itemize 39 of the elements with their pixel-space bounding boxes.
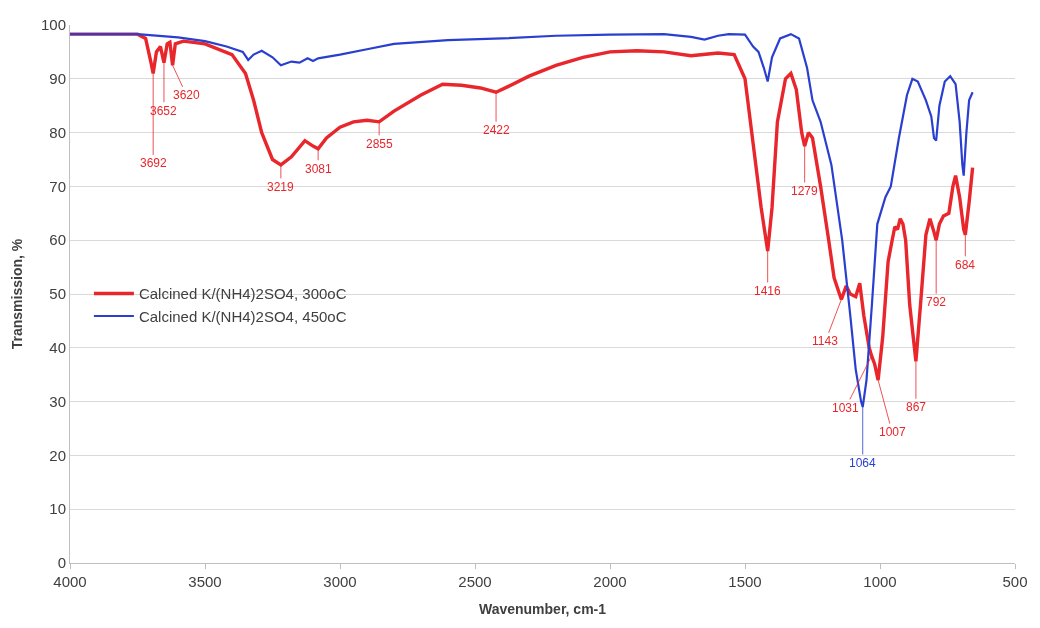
annotation: 2422 (483, 123, 511, 137)
y-tick-label: 20 (49, 446, 66, 464)
annotation: 1279 (791, 184, 819, 198)
annotation: 1416 (754, 284, 782, 298)
y-tick-label: 100 (40, 16, 66, 34)
x-tick-label: 2000 (593, 573, 627, 590)
annotation: 3081 (305, 162, 333, 176)
x-tick-label: 2500 (458, 573, 492, 590)
y-axis-title: Transmission, % (8, 238, 25, 350)
y-tick-label: 0 (57, 554, 66, 572)
annotation: 3219 (267, 180, 295, 194)
y-tick-label: 90 (49, 70, 66, 88)
annotation: 792 (926, 295, 947, 309)
annotation: 1007 (879, 425, 907, 439)
y-tick-label: 30 (49, 392, 66, 410)
x-axis-title: Wavenumber, cm-1 (478, 601, 607, 618)
y-tick-label: 10 (49, 500, 66, 518)
x-tick-label: 3500 (188, 573, 222, 590)
legend-label: Calcined K/(NH4)2SO4, 300oC (138, 285, 347, 303)
annotation: 3652 (150, 104, 178, 118)
annotation: 3692 (140, 156, 168, 170)
x-tick-label: 1000 (863, 573, 897, 590)
x-tick-label: 500 (1002, 573, 1028, 590)
annotation: 867 (906, 400, 927, 414)
annotation: 1031 (832, 401, 860, 415)
annotation: 1064 (849, 456, 877, 470)
annotation: 2855 (366, 137, 394, 151)
annotation: 3620 (173, 88, 201, 102)
annotation: 1143 (812, 334, 839, 348)
y-tick-label: 50 (49, 285, 66, 303)
y-tick-label: 40 (49, 339, 66, 357)
legend-label: Calcined K/(NH4)2SO4, 450oC (138, 307, 347, 325)
x-tick-label: 3000 (323, 573, 357, 590)
y-tick-label: 60 (49, 231, 66, 249)
y-tick-label: 80 (49, 123, 66, 141)
x-tick-label: 4000 (53, 573, 87, 590)
x-tick-label: 1500 (728, 573, 762, 590)
y-tick-label: 70 (49, 177, 66, 195)
annotation: 684 (955, 258, 976, 272)
